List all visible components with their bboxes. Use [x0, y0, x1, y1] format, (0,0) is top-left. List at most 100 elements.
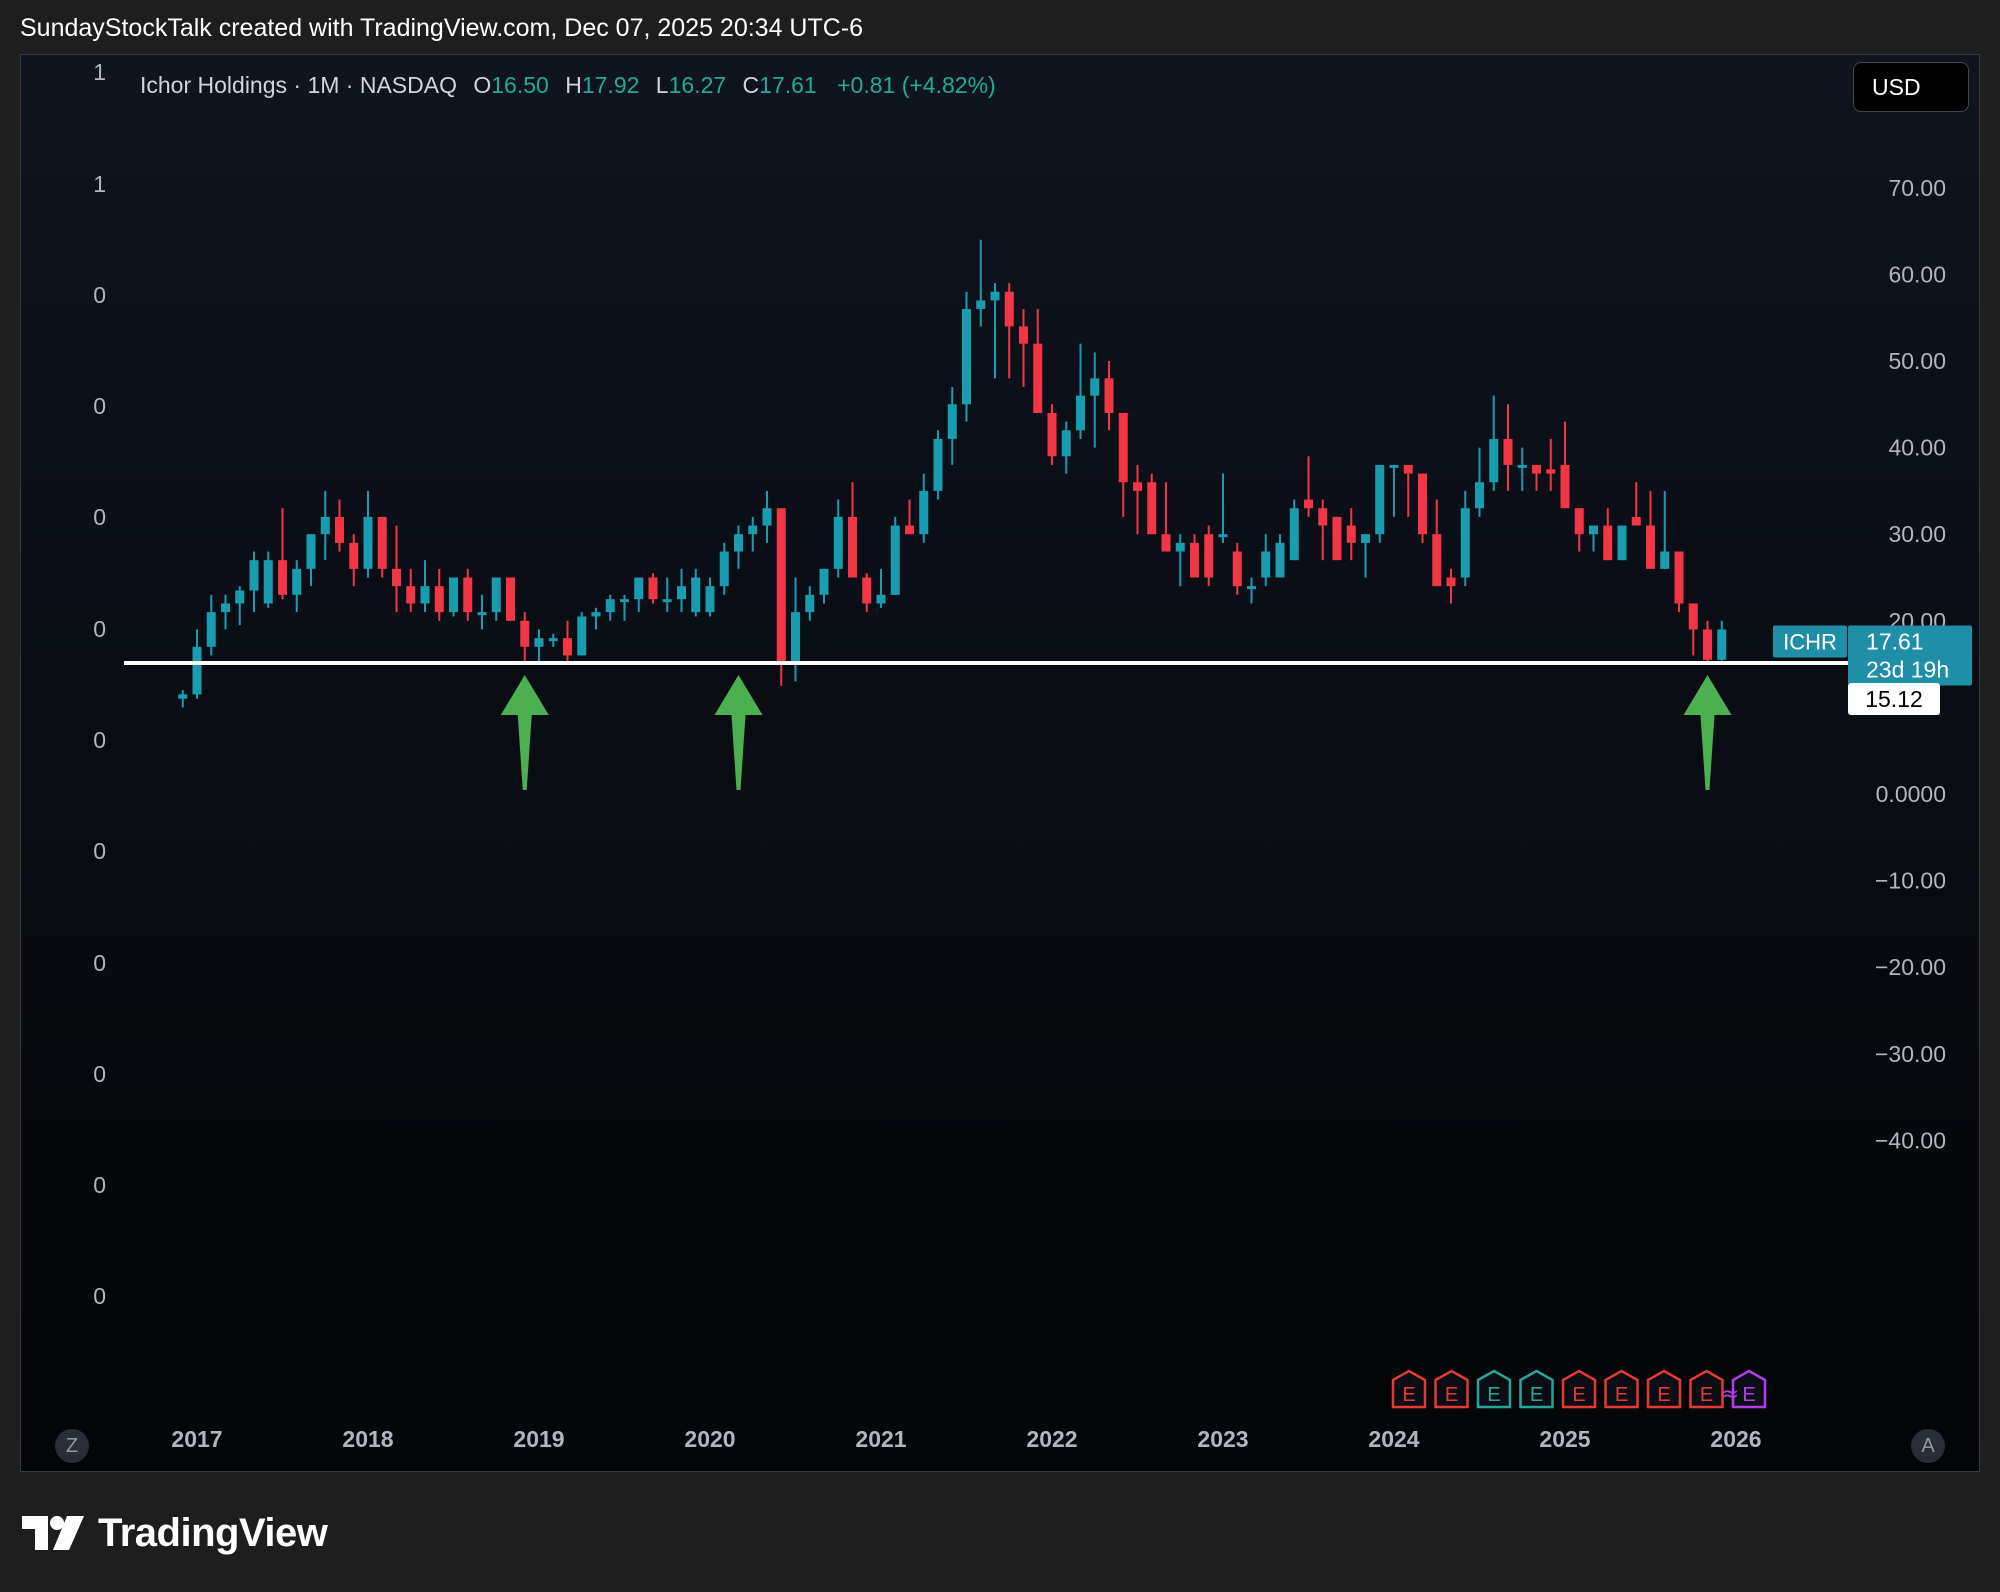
candle-body — [1232, 551, 1242, 587]
candle-body — [1631, 516, 1641, 526]
legend-open-label: O — [473, 72, 492, 98]
candle-body — [890, 525, 900, 595]
candle-body — [1375, 464, 1385, 535]
earnings-marker-label: E — [1657, 1384, 1670, 1406]
tradingview-logo: TradingView — [22, 1508, 328, 1558]
candle-body — [206, 612, 216, 647]
candle-body — [1361, 534, 1370, 543]
earnings-marker-label: E — [1487, 1384, 1500, 1406]
candle-body — [1261, 551, 1271, 578]
earnings-marker-icon — [1646, 1369, 1682, 1409]
candle-body — [1061, 430, 1071, 457]
left-axis-label: 0 — [93, 282, 106, 308]
candle-body — [919, 490, 929, 535]
candle-body — [1489, 438, 1499, 483]
candle-body — [1517, 464, 1527, 468]
candle-body — [278, 560, 287, 595]
earnings-marker-label: E — [1572, 1384, 1585, 1406]
earnings-marker-icon — [1689, 1369, 1724, 1409]
candle-body — [1389, 464, 1399, 468]
candle-body — [491, 577, 501, 613]
candle-body — [990, 291, 1000, 301]
split-marker: ≈ — [1721, 1382, 1739, 1407]
candle-body — [862, 577, 872, 604]
candle-body — [905, 525, 914, 535]
legend-low-label: L — [655, 72, 669, 98]
candlestick-chart[interactable]: 110000000000100.0090.0080.0070.0060.0050… — [21, 55, 1980, 1472]
candle-body — [876, 594, 886, 604]
legend-change: +0.81 (+4.82%) — [837, 72, 996, 98]
right-axis-label: 30.00 — [1888, 521, 1946, 547]
right-axis-label: −10.00 — [1875, 868, 1946, 894]
legend-low-value: 16.27 — [668, 72, 727, 98]
candle-body — [719, 551, 729, 587]
legend-high-value: 17.92 — [581, 72, 640, 98]
earnings-marker-label: E — [1402, 1384, 1415, 1406]
candle-body — [1047, 412, 1057, 457]
earnings-marker-label: E — [1742, 1384, 1755, 1406]
x-axis-label: 2026 — [1710, 1426, 1761, 1452]
last-price-value: 17.61 — [1866, 628, 1924, 654]
chart-pane[interactable]: 110000000000100.0090.0080.0070.0060.0050… — [20, 54, 1980, 1472]
left-axis-label: 0 — [93, 504, 106, 530]
right-axis-label: 40.00 — [1888, 435, 1946, 461]
candle-body — [1703, 629, 1712, 660]
candle-body — [1090, 378, 1100, 396]
candle-body — [1460, 508, 1470, 578]
candle-body — [477, 612, 487, 616]
candle-body — [947, 404, 957, 439]
x-axis-label: 2023 — [1197, 1426, 1248, 1452]
earnings-marker-icon — [1604, 1369, 1639, 1409]
legend-title: Ichor Holdings · 1M · NASDAQ — [140, 72, 457, 98]
x-axis-label: 2018 — [342, 1426, 393, 1452]
left-axis-label: 0 — [93, 1283, 106, 1309]
candle-body — [263, 560, 273, 604]
support-arrow-icon — [1683, 675, 1732, 791]
candle-body — [734, 534, 743, 552]
auto-scale-button[interactable]: A — [1911, 1429, 1945, 1463]
earnings-marker-icon — [1391, 1369, 1427, 1409]
candle-body — [1318, 508, 1328, 526]
candle-body — [349, 542, 359, 569]
candle-body — [1589, 525, 1598, 535]
legend-high-label: H — [565, 72, 582, 98]
earnings-marker-icon — [1561, 1369, 1597, 1409]
left-axis-label: 0 — [93, 393, 106, 419]
candle-body — [1304, 499, 1313, 509]
candle-body — [1076, 395, 1085, 431]
candle-body — [762, 508, 772, 526]
candle-body — [563, 638, 572, 656]
candle-body — [434, 586, 444, 613]
candle-body — [1646, 525, 1655, 569]
symbol-tag-label: ICHR — [1783, 629, 1837, 654]
right-axis-label: −40.00 — [1875, 1127, 1946, 1153]
candle-body — [691, 577, 701, 613]
right-axis-label: −30.00 — [1875, 1041, 1946, 1067]
right-axis-label: 50.00 — [1888, 348, 1946, 374]
candle-body — [406, 586, 416, 604]
candle-body — [1418, 473, 1427, 535]
candle-body — [1546, 469, 1556, 474]
currency-button[interactable]: USD — [1853, 62, 1969, 112]
x-axis-label: 2022 — [1026, 1426, 1077, 1452]
candle-body — [1674, 551, 1684, 604]
x-axis-label: 2017 — [171, 1426, 222, 1452]
candle-body — [677, 586, 686, 600]
candle-body — [1175, 542, 1185, 552]
candle-body — [1560, 464, 1570, 509]
candle-body — [1532, 464, 1541, 474]
candle-body — [1574, 508, 1584, 535]
tradingview-logo-icon — [22, 1516, 84, 1550]
candle-body — [1717, 629, 1727, 660]
candle-body — [1432, 534, 1442, 587]
earnings-marker-icon — [1519, 1369, 1554, 1409]
candle-body — [620, 599, 629, 603]
x-axis-label: 2021 — [855, 1426, 906, 1452]
zoom-reset-button[interactable]: Z — [55, 1429, 89, 1463]
candle-body — [1446, 577, 1456, 587]
candle-body — [520, 620, 530, 647]
candle-body — [605, 599, 615, 613]
candle-body — [819, 568, 829, 595]
earnings-marker-icon — [1434, 1369, 1469, 1409]
candle-body — [1332, 516, 1342, 561]
